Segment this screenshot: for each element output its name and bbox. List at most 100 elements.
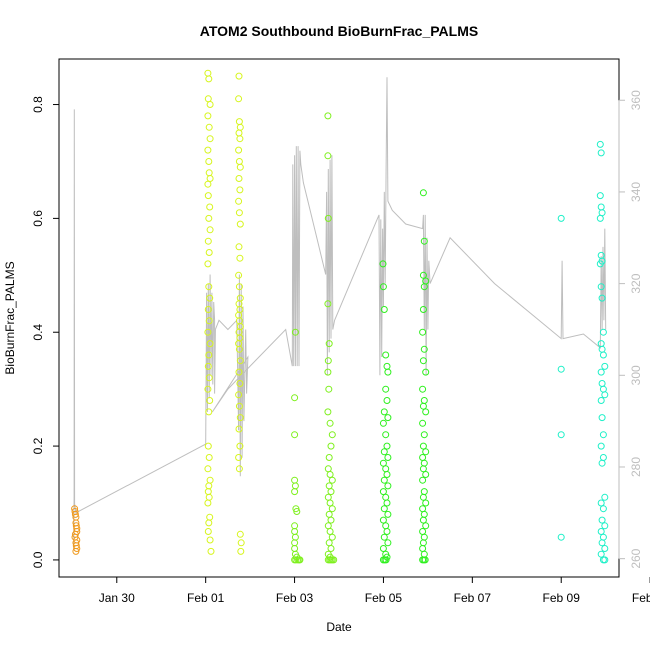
y-tick-label: 0.6 — [31, 210, 45, 227]
data-point — [324, 522, 332, 530]
data-point — [599, 351, 607, 359]
data-point — [327, 488, 335, 496]
data-point — [325, 539, 333, 547]
data-point — [598, 459, 606, 467]
data-point — [236, 135, 244, 143]
data-point — [71, 510, 79, 518]
y2-tick-label: 320 — [629, 273, 643, 293]
data-point — [324, 408, 332, 416]
data-point — [205, 519, 213, 527]
data-point — [205, 317, 213, 325]
data-point — [204, 488, 212, 496]
data-point — [207, 547, 215, 555]
data-point — [601, 522, 609, 530]
data-point — [419, 328, 427, 336]
data-point — [596, 214, 604, 222]
data-point — [419, 271, 427, 279]
data-point — [73, 528, 81, 535]
data-point — [326, 419, 334, 427]
data-point — [206, 536, 214, 544]
data-point — [324, 152, 332, 160]
secondary-line-layer — [73, 77, 607, 550]
x-tick-label: Feb 05 — [365, 591, 403, 605]
y2-tick-label: 340 — [629, 182, 643, 202]
data-point — [204, 112, 212, 120]
data-point — [597, 528, 605, 535]
data-point — [326, 528, 334, 535]
data-point — [291, 431, 299, 439]
data-point — [236, 414, 244, 422]
data-point — [205, 454, 213, 461]
data-point — [597, 550, 605, 558]
data-point — [205, 158, 213, 165]
data-point — [205, 374, 213, 382]
data-point — [235, 129, 243, 137]
data-point — [420, 431, 428, 439]
data-point — [206, 203, 214, 211]
data-point — [597, 442, 605, 450]
data-point — [235, 95, 243, 103]
data-point — [597, 340, 605, 348]
data-point — [419, 505, 427, 513]
data-point — [206, 513, 214, 521]
data-point — [205, 169, 213, 177]
data-point — [598, 516, 606, 524]
data-point — [328, 533, 336, 541]
y-tick-label: 0.0 — [31, 551, 45, 568]
data-point — [382, 385, 390, 393]
data-point — [379, 545, 387, 552]
data-point — [204, 146, 212, 154]
data-point — [596, 260, 604, 268]
data-point — [420, 345, 428, 353]
data-point — [204, 442, 212, 450]
y-axis-label: BioBurnFrac_PALMS — [3, 261, 17, 374]
data-point — [206, 476, 214, 484]
data-point — [235, 271, 243, 279]
data-point — [206, 226, 214, 234]
data-point — [291, 539, 299, 547]
data-point — [383, 397, 391, 404]
data-point — [236, 186, 244, 194]
data-point — [204, 528, 212, 535]
data-point — [236, 220, 244, 228]
data-point — [235, 465, 243, 473]
data-point — [204, 362, 212, 370]
x-axis-label: Date — [326, 620, 352, 634]
data-point — [205, 75, 213, 83]
data-point — [419, 357, 427, 365]
data-point — [419, 419, 427, 427]
data-point — [379, 516, 387, 524]
data-point — [236, 380, 244, 387]
data-point — [597, 499, 605, 507]
data-point — [599, 431, 607, 439]
data-point — [235, 118, 243, 126]
data-points-layer — [71, 69, 609, 564]
data-point — [236, 294, 244, 302]
data-point — [383, 362, 391, 370]
data-point — [236, 254, 244, 262]
data-point — [382, 351, 390, 359]
y-axis: 0.0 0.2 0.4 0.6 0.8 — [31, 96, 60, 568]
data-point — [601, 556, 609, 564]
data-point — [380, 306, 388, 313]
data-point — [380, 533, 388, 541]
x-tick-label: Jan 30 — [99, 591, 135, 605]
data-point — [235, 175, 243, 182]
data-point — [236, 530, 244, 538]
chart-title: ATOM2 Southbound BioBurnFrac_PALMS — [200, 23, 478, 39]
data-point — [291, 528, 299, 535]
data-point — [379, 459, 387, 467]
data-point — [328, 505, 336, 513]
data-point — [325, 340, 333, 348]
x-tick-label: Feb 09 — [543, 591, 581, 605]
data-point — [420, 237, 428, 245]
data-point — [235, 368, 243, 376]
data-point — [235, 425, 243, 433]
data-point — [598, 209, 606, 217]
data-point — [324, 493, 332, 501]
data-point — [291, 533, 299, 541]
data-point — [601, 362, 609, 370]
data-point — [419, 545, 427, 552]
x-tick-label: Feb 01 — [187, 591, 225, 605]
data-point — [384, 482, 392, 490]
